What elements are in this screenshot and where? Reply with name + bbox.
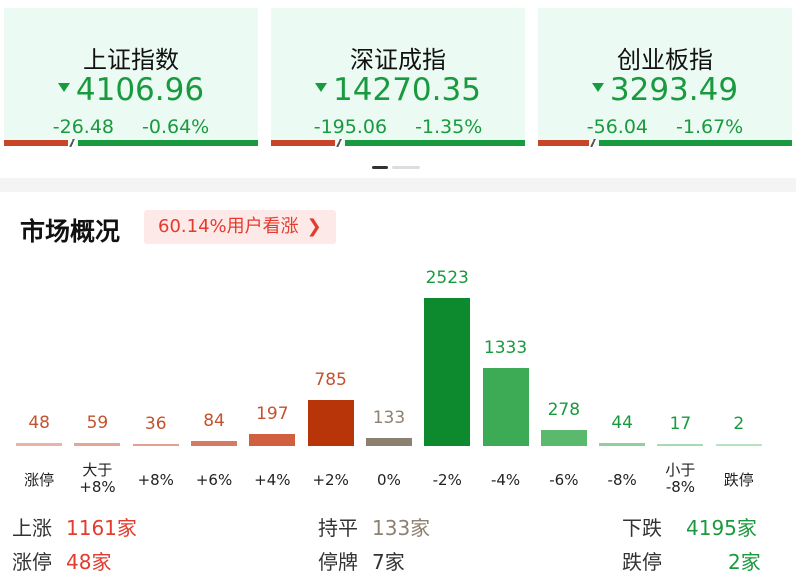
bar-value-label: 36	[144, 414, 167, 434]
sentiment-badge[interactable]: 60.14%用户看涨 ❯	[144, 210, 336, 244]
stat-limit-down: 跌停 2家	[622, 546, 761, 575]
stat-value: 1161家	[66, 516, 137, 540]
stat-label: 持平	[318, 516, 358, 540]
stat-label: 涨停	[12, 550, 52, 574]
stat-value: 7家	[372, 550, 405, 574]
section-divider	[0, 178, 796, 192]
index-name: 创业板指	[617, 46, 713, 74]
bar-value-label: 48	[28, 413, 50, 433]
histogram-bar	[132, 444, 179, 446]
bar-value-label: 197	[256, 404, 289, 424]
index-change: -195.06 -1.35%	[271, 116, 525, 138]
stat-up: 上涨 1161家	[12, 512, 137, 541]
category-label: 涨停	[24, 471, 55, 489]
chevron-right-icon: ❯	[306, 216, 322, 237]
bar-value-label: 785	[314, 370, 347, 390]
up-down-ratio-bar	[271, 139, 525, 147]
category-label: 跌停	[723, 471, 754, 489]
histogram-bar	[191, 441, 238, 446]
histogram-bar	[715, 444, 762, 446]
stat-value: 4195家	[686, 516, 757, 540]
index-price: 4106.96	[4, 72, 258, 108]
bar-value-label: 17	[669, 414, 692, 434]
down-triangle-icon	[315, 83, 328, 92]
change-pct: -1.67%	[676, 116, 744, 138]
histogram-bar	[657, 444, 704, 446]
histogram-bar	[307, 400, 354, 446]
stat-down: 下跌 4195家	[622, 512, 757, 541]
bar-value-label: 133	[372, 408, 406, 428]
stat-label: 停牌	[318, 550, 358, 574]
change-value: -56.04	[586, 116, 649, 138]
bar-value-label: 44	[611, 413, 633, 433]
category-label: 大于 +8%	[79, 461, 116, 496]
index-change: -26.48 -0.64%	[4, 116, 258, 138]
stat-value: 133家	[372, 516, 431, 540]
index-card-shanghai[interactable]: 上证指数 4106.96 -26.48 -0.64%	[4, 8, 258, 147]
index-name: 深证成指	[350, 46, 446, 74]
carousel-dot-active[interactable]	[372, 166, 388, 169]
index-name: 上证指数	[83, 46, 179, 74]
bar-value-label: 2	[733, 414, 745, 434]
category-label: 小于 -8%	[665, 461, 696, 496]
bar-value-label: 84	[203, 411, 225, 431]
bar-value-label: 59	[86, 413, 109, 433]
stat-flat: 持平 133家	[318, 512, 430, 541]
histogram-bar	[424, 298, 471, 446]
category-label: 0%	[377, 471, 401, 489]
index-card-chinext[interactable]: 创业板指 3293.49 -56.04 -1.67%	[538, 8, 792, 147]
sentiment-text: 60.14%用户看涨	[158, 216, 299, 237]
change-value: -195.06	[313, 116, 388, 138]
stat-value: 48家	[66, 550, 112, 574]
stat-label: 上涨	[12, 516, 52, 540]
histogram-bar	[540, 430, 587, 446]
stat-value: 2家	[728, 550, 761, 574]
down-triangle-icon	[591, 83, 604, 92]
category-label: -8%	[607, 471, 637, 489]
category-label: +6%	[195, 471, 233, 489]
stat-suspended: 停牌 7家	[318, 546, 405, 575]
up-down-ratio-bar	[4, 139, 258, 147]
stat-limit-up: 涨停 48家	[12, 546, 111, 575]
category-label: -4%	[490, 471, 521, 489]
index-price: 14270.35	[271, 72, 525, 108]
index-change: -56.04 -1.67%	[538, 116, 792, 138]
distribution-chart: 48 涨停 59 大于 +8% 36 +8% 84 +6% 197 +4% 785 +2% 133 0% 25…	[0, 262, 796, 502]
category-label: +4%	[254, 471, 291, 489]
category-label: -2%	[432, 471, 462, 489]
change-value: -26.48	[52, 116, 115, 138]
category-label: -6%	[549, 471, 579, 489]
histogram-bar	[16, 443, 63, 446]
histogram-bar	[365, 438, 412, 446]
bar-value-label: 1333	[483, 338, 528, 358]
bar-value-label: 2523	[425, 268, 469, 288]
category-label: +8%	[137, 471, 174, 489]
stat-label: 下跌	[622, 516, 662, 540]
stat-label: 跌停	[622, 550, 662, 574]
down-triangle-icon	[57, 83, 70, 92]
change-pct: -1.35%	[415, 116, 483, 138]
change-pct: -0.64%	[142, 116, 210, 138]
histogram-bar	[482, 368, 529, 446]
index-carousel: 上证指数 4106.96 -26.48 -0.64% 深证成指 14270.35 …	[0, 0, 796, 178]
section-title: 市场概况	[20, 217, 121, 246]
up-down-ratio-bar	[538, 139, 792, 147]
histogram-bar	[74, 443, 121, 446]
market-stats: 上涨 1161家 持平 133家 下跌 4195家 涨停 48家 停牌 7家 跌停 2家	[0, 508, 796, 577]
bar-value-label: 278	[547, 400, 581, 420]
index-price: 3293.49	[538, 72, 792, 108]
histogram-bar	[599, 443, 646, 446]
category-label: +2%	[312, 471, 349, 489]
histogram-bar	[249, 434, 296, 446]
index-card-shenzhen[interactable]: 深证成指 14270.35 -195.06 -1.35%	[271, 8, 525, 147]
carousel-dot[interactable]	[392, 166, 420, 169]
